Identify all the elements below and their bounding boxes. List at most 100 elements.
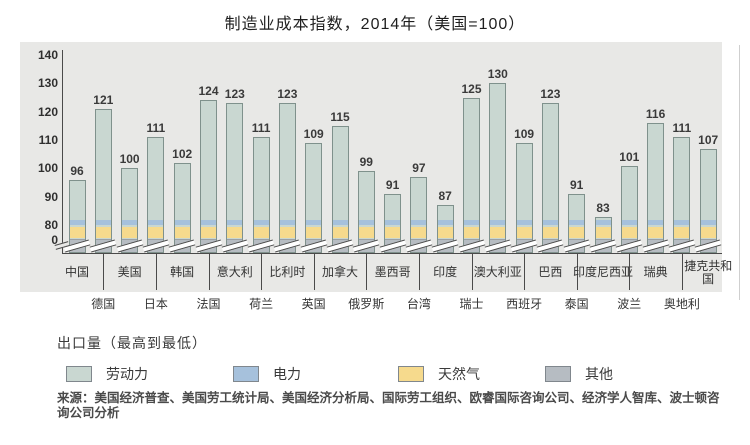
bar-value-label: 123 xyxy=(277,87,298,102)
y-axis-tick-label: 110 xyxy=(38,133,58,147)
bar-value-label: 116 xyxy=(645,107,666,121)
chart-title: 制造业成本指数，2014年（美国=100） xyxy=(224,16,526,33)
bar-segment-电力 xyxy=(227,219,243,225)
bar-segment-电力 xyxy=(516,219,532,225)
bar-segment-电力 xyxy=(174,219,190,225)
x-axis-label-bottom: 英国 xyxy=(301,297,326,311)
bar-value-label: 97 xyxy=(412,160,426,175)
bar-value-label: 83 xyxy=(596,200,610,215)
legend-label: 劳动力 xyxy=(106,366,148,382)
bar-segment-电力 xyxy=(569,219,585,225)
bar-segment-天然气 xyxy=(490,226,506,238)
x-axis-label-bottom: 台湾 xyxy=(406,297,431,311)
bar-segment-电力 xyxy=(306,219,322,225)
bar-segment-天然气 xyxy=(95,226,111,238)
bar-segment-天然气 xyxy=(542,226,558,238)
bar-segment-天然气 xyxy=(595,226,611,238)
bar-segment-电力 xyxy=(201,219,216,225)
bar-segment-天然气 xyxy=(122,226,138,238)
x-axis-label-top: 加拿大 xyxy=(321,265,359,279)
bar-value-label: 100 xyxy=(119,152,140,167)
bar-segment-天然气 xyxy=(227,226,243,238)
chart-bar xyxy=(647,123,665,253)
x-axis-tick xyxy=(576,253,578,290)
x-axis-label-bottom: 法国 xyxy=(196,297,221,311)
chart-bar xyxy=(305,142,323,253)
bar-value-label: 99 xyxy=(359,155,373,170)
bar-segment-天然气 xyxy=(279,226,295,238)
legend-item-天然气: 天然气 xyxy=(398,364,480,384)
x-axis-label-bottom: 泰国 xyxy=(564,297,589,311)
chart-bar xyxy=(331,125,349,253)
bar-value-label: 87 xyxy=(438,189,452,204)
bar-value-label: 111 xyxy=(672,121,692,136)
legend-item-电力: 电力 xyxy=(233,364,301,384)
bar-segment-天然气 xyxy=(332,226,348,238)
y-axis-tick-label: 80 xyxy=(44,218,58,232)
x-axis-label-bottom: 荷兰 xyxy=(249,297,274,311)
x-axis-label-top: 印度尼西亚 xyxy=(572,265,634,279)
bar-segment-电力 xyxy=(674,219,690,225)
right-divider xyxy=(739,45,740,300)
bar-value-label: 109 xyxy=(514,126,535,141)
bar-value-label: 101 xyxy=(619,149,640,164)
bar-segment-电力 xyxy=(621,219,637,225)
legend-item-其他: 其他 xyxy=(545,364,613,384)
x-axis-line xyxy=(62,253,722,254)
bar-segment-电力 xyxy=(253,219,269,225)
chart-bar xyxy=(463,97,480,253)
x-axis-label-bottom: 西班牙 xyxy=(506,297,543,311)
bar-segment-电力 xyxy=(385,219,401,225)
legend-label: 电力 xyxy=(273,366,301,382)
legend-swatch-电力 xyxy=(233,366,259,382)
legend-swatch-天然气 xyxy=(398,366,424,382)
bar-segment-电力 xyxy=(95,219,111,225)
bar-segment-电力 xyxy=(700,219,716,225)
x-axis-label-top: 瑞典 xyxy=(643,265,668,279)
chart-panel: 140 130 120 110 100 90 80 0 96 中国 121 100 美国 111 102 韩国… xyxy=(20,42,732,292)
bar-segment-天然气 xyxy=(253,226,269,238)
legend-swatch-劳动力 xyxy=(66,366,92,382)
x-axis-label-top: 澳大利亚 xyxy=(473,265,522,279)
bar-segment-天然气 xyxy=(306,226,322,238)
chart-bar xyxy=(489,83,507,253)
x-axis-label-bottom: 德国 xyxy=(91,297,116,311)
x-axis-label-top: 墨西哥 xyxy=(374,265,411,279)
bar-segment-天然气 xyxy=(437,226,453,238)
legend-swatch-其他 xyxy=(545,366,571,382)
x-axis-label-top: 韩国 xyxy=(170,265,195,279)
bar-segment-电力 xyxy=(358,219,374,225)
bar-value-label: 130 xyxy=(487,67,508,82)
x-axis-tick xyxy=(261,253,263,290)
bar-segment-电力 xyxy=(464,219,479,225)
bar-segment-天然气 xyxy=(700,226,716,238)
x-axis-label-bottom: 瑞士 xyxy=(459,297,484,311)
x-axis-label-top: 中国 xyxy=(64,265,90,279)
source-text: 来源：美国经济普查、美国劳工统计局、美国经济分析局、国际劳工组织、欧睿国际咨询公… xyxy=(57,391,720,420)
x-axis-tick xyxy=(208,253,210,290)
bar-value-label: 125 xyxy=(461,81,482,96)
bar-segment-天然气 xyxy=(648,226,664,238)
bar-segment-天然气 xyxy=(621,226,637,238)
chart-bar xyxy=(200,100,217,253)
x-axis-label-top: 意大利 xyxy=(216,265,253,279)
x-axis-label-bottom: 俄罗斯 xyxy=(348,297,385,311)
bar-segment-天然气 xyxy=(358,226,374,238)
bar-segment-天然气 xyxy=(201,226,216,238)
bar-segment-电力 xyxy=(332,219,348,225)
bar-segment-天然气 xyxy=(174,226,190,238)
y-axis-tick-label: 140 xyxy=(37,48,58,62)
x-axis-label-top: 印度 xyxy=(433,265,458,279)
bar-value-label: 123 xyxy=(540,87,561,102)
x-axis-label-bottom: 奥地利 xyxy=(663,297,700,311)
bar-value-label: 107 xyxy=(698,132,719,147)
chart-bar xyxy=(699,148,717,253)
bar-segment-电力 xyxy=(490,219,506,225)
bar-value-label: 102 xyxy=(172,146,193,161)
bar-segment-天然气 xyxy=(69,226,85,238)
x-axis-tick xyxy=(366,253,368,290)
bar-value-label: 111 xyxy=(251,121,271,136)
x-axis-tick xyxy=(313,253,315,290)
x-axis-tick xyxy=(103,253,105,290)
bar-segment-电力 xyxy=(411,219,427,225)
